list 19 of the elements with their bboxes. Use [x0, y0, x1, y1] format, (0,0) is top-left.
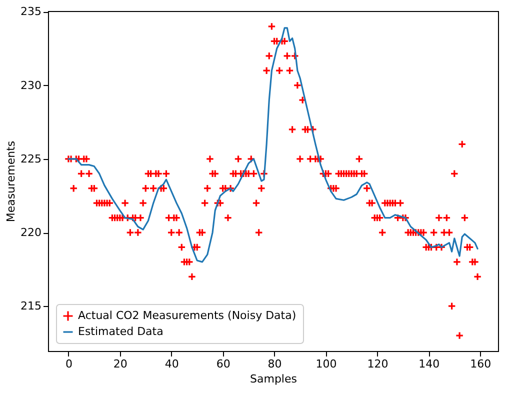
- y-axis-title: Measurements: [4, 140, 18, 222]
- x-tick-label: 0: [65, 358, 72, 370]
- y-tick-label: 230: [20, 78, 42, 92]
- y-tick-label: 215: [20, 300, 42, 313]
- y-tick-label: 235: [20, 5, 42, 18]
- legend-label: Estimated Data: [78, 325, 164, 338]
- x-tick-label: 60: [216, 358, 230, 370]
- x-tick-label: 120: [367, 358, 388, 370]
- y-tick-label: 220: [20, 226, 42, 240]
- x-tick-label: 40: [164, 358, 179, 370]
- x-tick-label: 20: [113, 358, 128, 370]
- y-tick-label: 225: [20, 152, 42, 166]
- line-series: [68, 27, 478, 263]
- legend-label: Actual CO2 Measurements (Noisy Data): [78, 309, 296, 322]
- x-tick-label: 80: [268, 358, 282, 370]
- x-tick-label: 160: [470, 358, 492, 370]
- x-tick-label: 140: [418, 358, 440, 370]
- x-tick-label: 100: [316, 358, 337, 370]
- x-axis-title: Samples: [250, 372, 298, 386]
